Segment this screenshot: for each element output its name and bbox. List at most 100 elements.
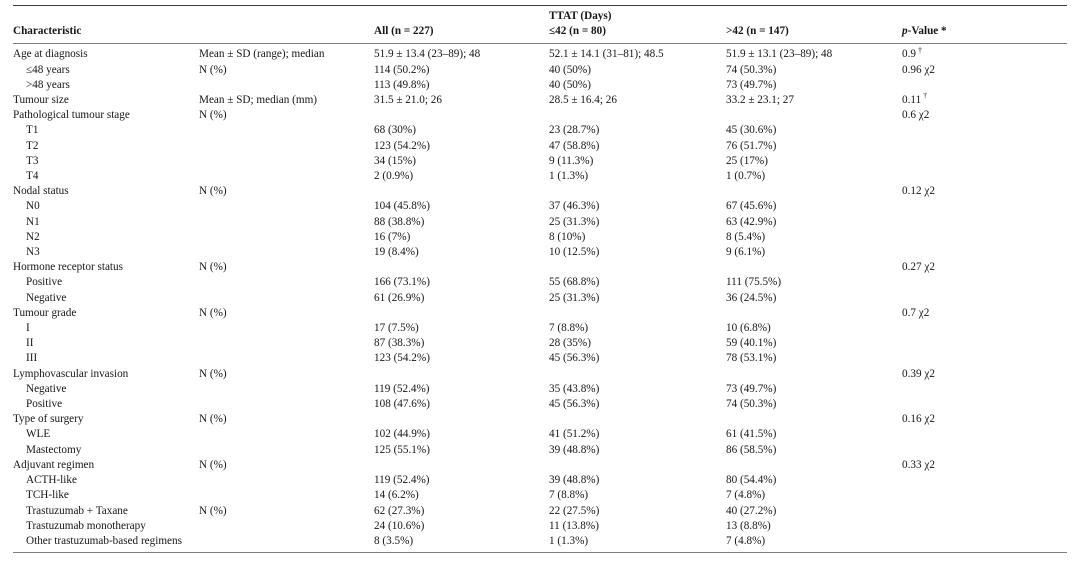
ttat-le42-cell [549,184,726,199]
ttat-group-label: TTAT (Days) [549,10,612,22]
pvalue-cell [902,533,1067,554]
table-row: Age at diagnosis Mean ± SD (range); media… [13,44,1067,63]
characteristic-cell: Pathological tumour stage [13,109,130,122]
ttat-gt42-cell: 80 (54.4%) [726,474,777,487]
all-cell: 62 (27.3%) [374,504,425,517]
characteristic-cell: Positive [26,276,63,289]
col-header-ttat-le42: TTAT (Days) ≤42 (n = 80) [549,4,726,45]
table-row: T3 34 (15%) 9 (11.3%) 25 (17%) [13,154,1067,169]
table-body: Age at diagnosis Mean ± SD (range); media… [13,44,1067,554]
table-row: ≤48 years N (%) 114 (50.2%) 40 (50%) 74 (50.… [13,63,1067,78]
ttat-gt42-cell: 10 (6.8%) [726,322,771,335]
ttat-le42-cell: 22 (27.5%) [549,504,600,517]
all-cell: 17 (7.5%) [374,322,419,335]
ttat-gt42-cell: 7 (4.8%) [726,489,766,502]
ttat-le42-cell: 40 (50%) [549,63,591,76]
characteristic-cell: N0 [26,200,40,213]
ttat-le42-cell: 11 (13.8%) [549,519,599,532]
pvalue-cell [902,291,1067,306]
ttat-le42-cell: 52.1 ± 14.1 (31–81); 48.5 [549,48,664,61]
table-row: T2 123 (54.2%) 47 (58.8%) 76 (51.7%) [13,139,1067,154]
table-row: II 87 (38.3%) 28 (35%) 59 (40.1%) [13,336,1067,351]
all-cell: 123 (54.2%) [374,352,430,365]
ttat-gt42-cell: 73 (49.7%) [726,78,777,91]
stat-cell [199,473,374,488]
characteristic-cell: Tumour size [13,94,69,107]
pvalue-cell [902,427,1067,442]
stat-cell [199,245,374,260]
ttat-gt42-cell: 25 (17%) [726,154,768,167]
all-cell: 88 (38.8%) [374,215,425,228]
paper-table: Characteristic All (n = 227) TTAT (Days)… [13,4,1067,554]
ttat-gt42-cell [726,184,902,199]
ttat-gt42-cell: 86 (58.5%) [726,443,777,456]
ttat-gt42-cell: 13 (8.8%) [726,519,771,532]
table-row: III 123 (54.2%) 45 (56.3%) 78 (53.1%) [13,351,1067,366]
table-row: T4 2 (0.9%) 1 (1.3%) 1 (0.7%) [13,169,1067,184]
characteristic-cell: Type of surgery [13,413,84,426]
stat-cell [199,78,374,93]
all-cell: 108 (47.6%) [374,398,430,411]
ttat-le42-cell [549,108,726,123]
characteristic-cell: >48 years [26,78,70,91]
stat-cell: Mean ± SD (range); median [199,48,325,61]
stat-cell [199,169,374,184]
table-row: N2 16 (7%) 8 (10%) 8 (5.4%) [13,230,1067,245]
ttat-le42-cell: 10 (12.5%) [549,246,600,259]
stat-cell: N (%) [199,261,227,274]
stat-cell [199,230,374,245]
table-row: Negative 61 (26.9%) 25 (31.3%) 36 (24.5%) [13,291,1067,306]
all-cell: 8 (3.5%) [374,533,549,554]
stat-cell: Mean ± SD; median (mm) [199,94,317,107]
table-row: Pathological tumour stage N (%) 0.6 χ2 [13,108,1067,123]
all-cell [374,184,549,199]
characteristic-cell: Positive [26,398,63,411]
pvalue-cell: 0.6 χ2 [902,109,930,122]
stat-cell: N (%) [199,504,227,517]
pvalue-cell [902,443,1067,458]
characteristic-cell: N3 [26,246,40,259]
ttat-le42-cell: 28 (35%) [549,337,591,350]
all-cell: 14 (6.2%) [374,489,419,502]
stat-cell: N (%) [199,63,227,76]
all-cell: 123 (54.2%) [374,139,430,152]
all-cell: 166 (73.1%) [374,276,430,289]
ttat-gt42-cell: 9 (6.1%) [726,246,766,259]
stat-cell [199,291,374,306]
all-cell [374,108,549,123]
table-row: Positive 166 (73.1%) 55 (68.8%) 111 (75.5%) [13,275,1067,290]
pvalue-cell [902,123,1067,138]
table-row: >48 years 113 (49.8%) 40 (50%) 73 (49.7%) [13,78,1067,93]
dagger-superscript: † [923,93,928,101]
all-cell: 24 (10.6%) [374,519,425,532]
stat-cell [199,275,374,290]
ttat-gt42-cell: 74 (50.3%) [726,63,777,76]
ttat-le42-cell: 41 (51.2%) [549,428,600,441]
all-cell: 61 (26.9%) [374,291,425,304]
table-row: I 17 (7.5%) 7 (8.8%) 10 (6.8%) [13,321,1067,336]
all-cell: 2 (0.9%) [374,170,414,183]
stat-cell [199,215,374,230]
pvalue-cell [902,519,1067,534]
ttat-gt42-cell: 78 (53.1%) [726,352,777,365]
ttat-le42-cell: 9 (11.3%) [549,154,594,167]
table-row: Nodal status N (%) 0.12 χ2 [13,184,1067,199]
characteristic-cell: Other trastuzumab-based regimens [13,533,199,554]
stat-cell [199,533,374,554]
characteristic-cell: T4 [26,170,39,183]
table-row: TCH-like 14 (6.2%) 7 (8.8%) 7 (4.8%) [13,488,1067,503]
ttat-gt42-cell: 76 (51.7%) [726,139,777,152]
table-row: WLE 102 (44.9%) 41 (51.2%) 61 (41.5%) [13,427,1067,442]
col-header-stat [199,4,374,45]
characteristic-cell: Trastuzumab + Taxane [26,504,128,517]
pvalue-cell: 0.27 χ2 [902,261,935,274]
all-cell: 102 (44.9%) [374,428,430,441]
pvalue-cell [902,78,1067,93]
pvalue-cell: 0.96 χ2 [902,63,935,76]
ttat-le42-cell: 39 (48.8%) [549,443,600,456]
table-row: Mastectomy 125 (55.1%) 39 (48.8%) 86 (58.5%… [13,443,1067,458]
ttat-le42-cell: 37 (46.3%) [549,200,600,213]
table-row: Tumour size Mean ± SD; median (mm) 31.5 ± … [13,93,1067,108]
pvalue-cell [902,473,1067,488]
